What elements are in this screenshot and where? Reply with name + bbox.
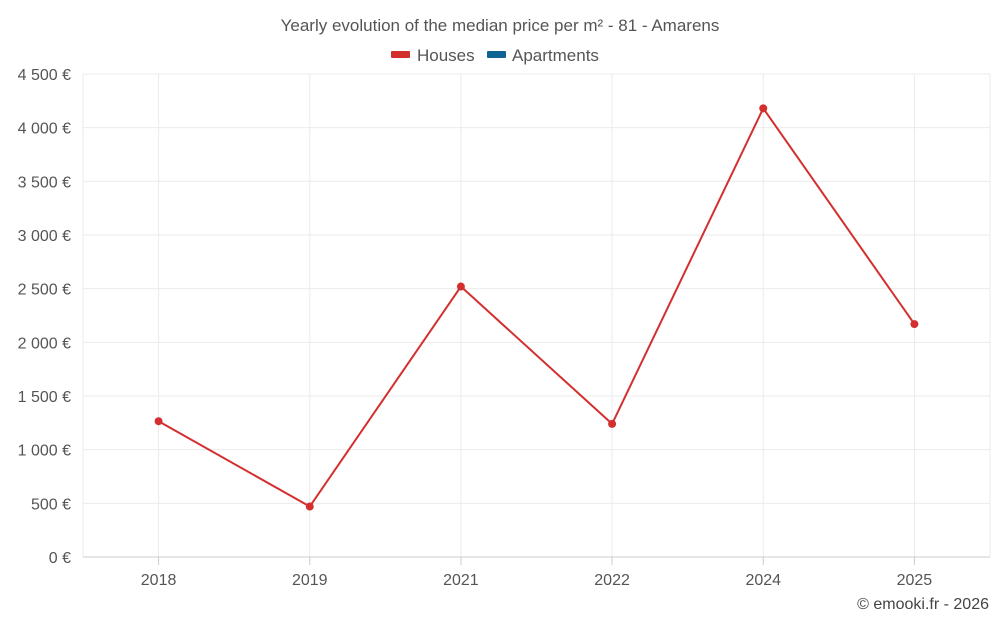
legend-item-apartments[interactable]: Apartments bbox=[487, 46, 599, 65]
y-tick-label: 3 000 € bbox=[18, 228, 71, 245]
legend-label-apartments: Apartments bbox=[512, 46, 599, 65]
legend: Houses Apartments bbox=[391, 46, 599, 65]
legend-item-houses[interactable]: Houses bbox=[391, 46, 475, 65]
legend-swatch-houses bbox=[391, 51, 410, 58]
legend-label-houses: Houses bbox=[417, 46, 475, 65]
legend-swatch-apartments bbox=[487, 51, 506, 58]
y-tick-label: 2 000 € bbox=[18, 335, 71, 352]
data-point-2021[interactable] bbox=[456, 282, 465, 291]
data-point-2022[interactable] bbox=[608, 419, 617, 428]
x-tick-label: 2019 bbox=[292, 572, 328, 589]
y-tick-label: 1 500 € bbox=[18, 389, 71, 406]
axes: 0 € 500 € 1 000 € 1 500 € 2 000 € 2 500 € 3 00… bbox=[18, 67, 990, 589]
y-tick-label: 500 € bbox=[31, 496, 71, 513]
y-tick-label: 3 500 € bbox=[18, 174, 71, 191]
series-line-houses bbox=[158, 107, 916, 508]
chart-title: Yearly evolution of the median price per… bbox=[281, 16, 720, 35]
series-houses bbox=[154, 104, 919, 511]
y-tick-label: 4 500 € bbox=[18, 67, 71, 84]
data-point-2025[interactable] bbox=[910, 320, 919, 329]
x-tick-label: 2018 bbox=[141, 572, 177, 589]
data-point-2019[interactable] bbox=[305, 502, 314, 511]
data-point-2018[interactable] bbox=[154, 417, 163, 426]
data-point-2024[interactable] bbox=[759, 104, 768, 113]
y-tick-label: 0 € bbox=[49, 550, 71, 567]
y-tick-label: 1 000 € bbox=[18, 443, 71, 460]
x-tick-label: 2022 bbox=[594, 572, 630, 589]
x-tick-label: 2021 bbox=[443, 572, 479, 589]
credit-text: © emooki.fr - 2026 bbox=[857, 596, 989, 613]
grid bbox=[83, 73, 991, 557]
x-tick-label: 2024 bbox=[745, 572, 781, 589]
y-tick-label: 4 000 € bbox=[18, 121, 71, 138]
y-tick-label: 2 500 € bbox=[18, 282, 71, 299]
x-tick-label: 2025 bbox=[897, 572, 933, 589]
